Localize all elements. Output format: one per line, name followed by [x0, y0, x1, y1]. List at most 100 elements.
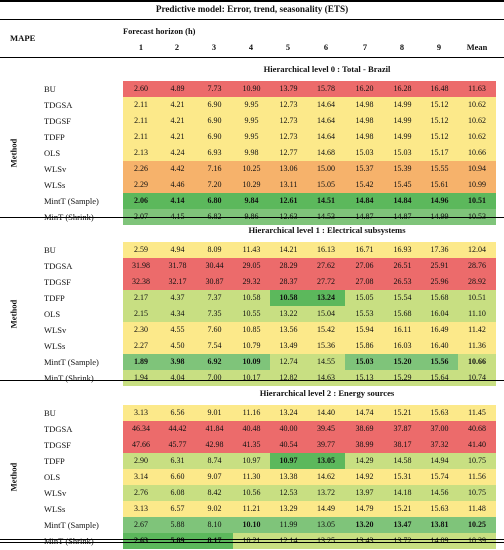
table-row: TDFP 2.90 6.31 8.74 10.97 10.97 13.05 14.29 14.5…: [0, 453, 504, 469]
mape-cell: 2.63: [123, 533, 159, 549]
mape-cell: 15.00: [307, 161, 345, 177]
mape-cell: 30.87: [196, 274, 233, 290]
mape-cell: 15.63: [421, 501, 458, 517]
mape-cell: 10.56: [233, 485, 270, 501]
column-header-8: 8: [399, 43, 405, 52]
mape-cell: 15.68: [384, 306, 421, 322]
mape-cell: 4.34: [159, 306, 196, 322]
mape-cell: 39.45: [307, 421, 345, 437]
mape-cell: 13.49: [270, 338, 307, 354]
mape-cell: 12.53: [270, 485, 307, 501]
mape-cell: 16.20: [345, 81, 384, 97]
mape-cell: 10.39: [458, 533, 496, 549]
bottom-rule-2: [0, 542, 504, 543]
table-row: TDGSF 32.38 32.17 30.87 29.32 28.37 27.72 27.08…: [0, 274, 504, 290]
mape-cell: 4.21: [159, 113, 196, 129]
mape-cell: 46.34: [123, 421, 159, 437]
mape-cell: 15.17: [421, 145, 458, 161]
mape-cell: 11.36: [458, 338, 496, 354]
mape-cell: 13.05: [307, 517, 345, 533]
column-header-1: 1: [138, 43, 144, 52]
mape-cell: 12.73: [270, 129, 307, 145]
mape-cell: 2.26: [123, 161, 159, 177]
mape-cell: 11.63: [458, 81, 496, 97]
mape-cell: 40.48: [233, 421, 270, 437]
mape-cell: 8.17: [196, 533, 233, 549]
mape-cell: 10.09: [233, 354, 270, 370]
mape-cell: 28.29: [270, 258, 307, 274]
mape-cell: 13.24: [307, 290, 345, 306]
method-name: TDGSA: [44, 424, 73, 434]
method-name: MinT (Shrink): [44, 373, 94, 383]
mape-cell: 4.37: [159, 290, 196, 306]
mape-cell: 5.88: [159, 517, 196, 533]
mape-cell: 14.29: [345, 453, 384, 469]
mape-cell: 10.85: [233, 322, 270, 338]
mape-cell: 16.49: [421, 322, 458, 338]
section-divider: [0, 217, 504, 218]
mape-cell: 16.28: [384, 81, 421, 97]
mape-cell: 7.35: [196, 306, 233, 322]
mape-cell: 10.51: [458, 193, 496, 209]
mape-cell: 14.64: [307, 97, 345, 113]
mape-cell: 13.24: [270, 405, 307, 421]
mape-cell: 15.31: [384, 469, 421, 485]
mape-cell: 2.15: [123, 306, 159, 322]
mape-cell: 47.66: [123, 437, 159, 453]
mape-cell: 3.98: [159, 354, 196, 370]
mape-cell: 27.62: [307, 258, 345, 274]
mape-cell: 41.84: [196, 421, 233, 437]
mape-cell: 10.66: [458, 354, 496, 370]
mape-cell: 15.42: [345, 177, 384, 193]
mape-cell: 4.21: [159, 129, 196, 145]
mape-cell: 40.54: [270, 437, 307, 453]
method-name: TDGSA: [44, 100, 73, 110]
table-row: BU 2.59 4.94 8.09 11.43 14.21 16.13 16.71 16.93 1…: [0, 242, 504, 258]
mape-cell: 14.96: [421, 193, 458, 209]
column-header-4: 4: [248, 43, 254, 52]
mape-cell: 15.21: [384, 501, 421, 517]
mape-cell: 2.13: [123, 145, 159, 161]
mape-cell: 13.29: [270, 501, 307, 517]
mape-cell: 29.32: [233, 274, 270, 290]
mape-label: MAPE: [10, 33, 36, 43]
mape-cell: 6.90: [196, 97, 233, 113]
mape-cell: 7.73: [196, 81, 233, 97]
mape-cell: 15.12: [421, 97, 458, 113]
mape-cell: 15.61: [421, 177, 458, 193]
mape-cell: 14.98: [345, 129, 384, 145]
mape-cell: 15.13: [345, 370, 384, 386]
mape-cell: 3.13: [123, 405, 159, 421]
mape-cell: 10.25: [458, 517, 496, 533]
method-name: MintT (Sample): [44, 196, 99, 206]
mape-cell: 10.97: [270, 453, 307, 469]
table-row: MintT (Sample) 2.06 4.14 6.80 9.84 12.61 14.51…: [0, 193, 504, 209]
mape-cell: 2.90: [123, 453, 159, 469]
mape-cell: 8.10: [196, 517, 233, 533]
mape-cell: 15.39: [384, 161, 421, 177]
mape-cell: 7.00: [196, 370, 233, 386]
table-row: MinT (Shrink) 2.63 5.89 8.17 10.21 12.14 13.25…: [0, 533, 504, 549]
table-row: TDGSA 46.34 44.42 41.84 40.48 40.00 39.45 38.69…: [0, 421, 504, 437]
mape-cell: 10.79: [233, 338, 270, 354]
mape-cell: 6.80: [196, 193, 233, 209]
mape-cell: 37.87: [384, 421, 421, 437]
mape-cell: 2.06: [123, 193, 159, 209]
mape-cell: 14.98: [345, 97, 384, 113]
mape-cell: 10.90: [233, 81, 270, 97]
mape-cell: 16.71: [345, 242, 384, 258]
method-name: WLSs: [44, 341, 66, 351]
mape-cell: 15.53: [345, 306, 384, 322]
mape-cell: 39.77: [307, 437, 345, 453]
mape-cell: 14.68: [307, 145, 345, 161]
column-header-5: 5: [285, 43, 291, 52]
mape-cell: 14.99: [384, 113, 421, 129]
mape-cell: 2.29: [123, 177, 159, 193]
mape-cell: 2.59: [123, 242, 159, 258]
mape-cell: 25.96: [421, 274, 458, 290]
mape-cell: 2.11: [123, 97, 159, 113]
mape-cell: 9.84: [233, 193, 270, 209]
mape-cell: 12.14: [270, 533, 307, 549]
table-row: BU 3.13 6.56 9.01 11.16 13.24 14.40 14.74 15.21 1…: [0, 405, 504, 421]
mape-cell: 13.79: [270, 81, 307, 97]
